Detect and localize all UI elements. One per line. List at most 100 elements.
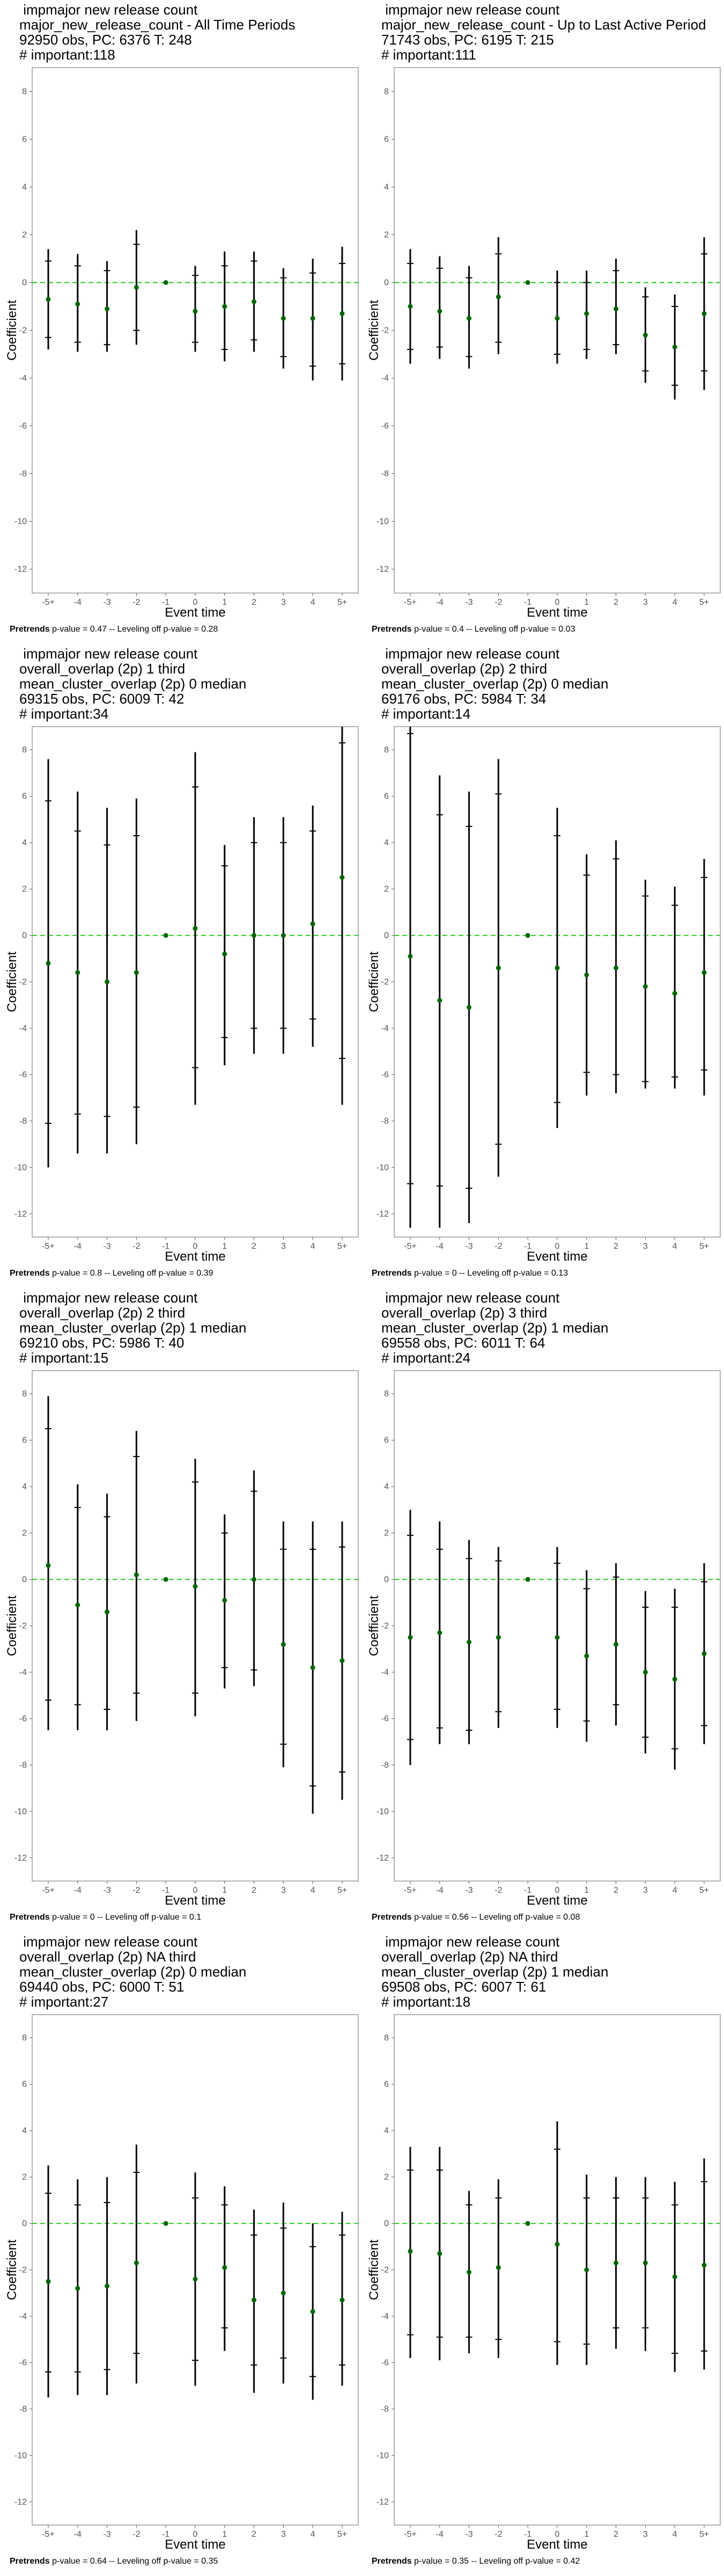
x-tick-label: -2 bbox=[132, 2530, 140, 2539]
chart-title-line: mean_cluster_overlap (2p) 1 median bbox=[19, 1320, 247, 1336]
chart-title-line: impmajor new release count bbox=[381, 2, 560, 18]
coefficient-point bbox=[437, 309, 442, 314]
y-tick-label: 0 bbox=[22, 2219, 27, 2228]
coefficient-point bbox=[134, 970, 139, 975]
x-tick-label: -5+ bbox=[404, 598, 417, 607]
y-tick-label: 0 bbox=[384, 931, 389, 940]
coefficient-point bbox=[339, 311, 345, 316]
footer-bold: Pretrends bbox=[10, 2557, 50, 2566]
chart-title-line: mean_cluster_overlap (2p) 1 median bbox=[381, 1964, 609, 1980]
chart-panel: impmajor new release count overall_overla… bbox=[362, 1288, 724, 1932]
y-tick-label: 0 bbox=[384, 1575, 389, 1584]
chart-title-line: # important:111 bbox=[381, 47, 476, 63]
coefficient-point bbox=[193, 309, 198, 314]
x-axis-title: Event time bbox=[165, 1249, 225, 1264]
x-tick-label: 5+ bbox=[337, 1886, 347, 1895]
x-tick-label: 1 bbox=[584, 2530, 589, 2539]
coefficient-point bbox=[193, 1584, 198, 1589]
coefficient-point bbox=[280, 1642, 286, 1647]
chart-title-line: 69210 obs, PC: 5986 T: 40 bbox=[19, 1335, 184, 1351]
x-tick-label: 4 bbox=[673, 598, 677, 607]
x-axis-title: Event time bbox=[165, 605, 225, 620]
x-tick-label: -4 bbox=[436, 2530, 444, 2539]
coefficient-point bbox=[46, 1563, 51, 1568]
footer-text: p-value = 0.4 -- Leveling off p-value = … bbox=[411, 625, 575, 634]
coefficient-point bbox=[105, 2284, 110, 2289]
pvalue-footer: Pretrends p-value = 0 -- Leveling off p-… bbox=[10, 1912, 201, 1923]
y-tick-label: -12 bbox=[14, 2498, 27, 2507]
y-tick-label: -4 bbox=[381, 1024, 389, 1033]
coefficient-point bbox=[252, 1577, 257, 1582]
x-tick-label: -4 bbox=[74, 2530, 82, 2539]
y-tick-label: -10 bbox=[376, 1807, 389, 1816]
x-tick-label: 1 bbox=[222, 1242, 227, 1251]
footer-bold: Pretrends bbox=[372, 1269, 412, 1278]
x-tick-label: 5+ bbox=[699, 598, 709, 607]
chart-title-line: overall_overlap (2p) 2 third bbox=[381, 661, 548, 677]
x-tick-label: -2 bbox=[494, 1886, 502, 1895]
coefficient-point bbox=[496, 965, 501, 971]
x-tick-label: 1 bbox=[584, 1242, 589, 1251]
y-axis-title: Coefficient bbox=[5, 300, 19, 361]
x-tick-label: 3 bbox=[643, 598, 648, 607]
chart-title-line: overall_overlap (2p) 1 third bbox=[19, 661, 186, 677]
coefficient-point bbox=[584, 311, 589, 316]
chart-title-line: 71743 obs, PC: 6195 T: 215 bbox=[381, 32, 554, 48]
x-tick-label: 3 bbox=[643, 2530, 648, 2539]
footer-bold: Pretrends bbox=[372, 625, 412, 634]
x-tick-label: 5+ bbox=[337, 2530, 347, 2539]
y-tick-label: 4 bbox=[384, 183, 389, 192]
y-tick-label: 8 bbox=[22, 745, 27, 755]
y-tick-label: -8 bbox=[381, 470, 389, 479]
y-tick-label: -10 bbox=[14, 517, 27, 526]
x-tick-label: -5+ bbox=[404, 1242, 417, 1251]
x-tick-label: 2 bbox=[614, 598, 618, 607]
x-tick-label: -2 bbox=[132, 598, 140, 607]
coefficient-point bbox=[408, 304, 413, 309]
y-axis-title: Coefficient bbox=[5, 2240, 19, 2300]
y-tick-label: 6 bbox=[384, 135, 389, 144]
coefficient-point bbox=[75, 970, 80, 975]
coefficient-point bbox=[222, 952, 227, 957]
y-tick-label: -8 bbox=[381, 1761, 389, 1770]
footer-bold: Pretrends bbox=[10, 625, 50, 634]
footer-text: p-value = 0.8 -- Leveling off p-value = … bbox=[49, 1269, 213, 1278]
y-tick-label: 4 bbox=[384, 838, 389, 847]
coefficient-point bbox=[134, 284, 139, 290]
y-axis-title: Coefficient bbox=[367, 2240, 381, 2300]
x-axis-title: Event time bbox=[165, 1893, 225, 1908]
y-tick-label: -6 bbox=[19, 1070, 27, 1079]
x-tick-label: 0 bbox=[193, 1886, 198, 1895]
chart-panel: impmajor new release count overall_overla… bbox=[0, 1932, 362, 2576]
x-tick-label: 2 bbox=[252, 1242, 256, 1251]
y-tick-label: 4 bbox=[384, 1482, 389, 1491]
chart-title: impmajor new release count major_new_rele… bbox=[381, 2, 706, 62]
coefficient-point bbox=[408, 1635, 413, 1640]
y-tick-label: -2 bbox=[19, 326, 27, 335]
chart-title: impmajor new release count overall_overla… bbox=[19, 646, 246, 721]
chart-title: impmajor new release count overall_overla… bbox=[381, 1290, 608, 1365]
x-tick-label: 4 bbox=[673, 1242, 677, 1251]
x-axis-title: Event time bbox=[527, 2537, 587, 2552]
x-tick-label: -5+ bbox=[42, 598, 55, 607]
coefficient-point bbox=[701, 970, 707, 975]
y-tick-label: -2 bbox=[19, 978, 27, 987]
coefficient-point bbox=[525, 2221, 530, 2226]
x-tick-label: -5+ bbox=[42, 1886, 55, 1895]
x-tick-label: 4 bbox=[311, 1242, 315, 1251]
coefficient-point bbox=[467, 316, 472, 321]
footer-bold: Pretrends bbox=[372, 1913, 412, 1922]
pvalue-footer: Pretrends p-value = 0 -- Leveling off p-… bbox=[372, 1268, 568, 1279]
x-tick-label: 0 bbox=[555, 1886, 560, 1895]
coefficient-point bbox=[437, 2251, 442, 2256]
coefficient-point bbox=[642, 1670, 648, 1675]
x-tick-label: -1 bbox=[162, 1886, 169, 1895]
chart-title-line: impmajor new release count bbox=[19, 2, 198, 18]
x-tick-label: 0 bbox=[555, 2530, 560, 2539]
y-tick-label: 6 bbox=[22, 1436, 27, 1445]
coefficient-point bbox=[105, 1609, 110, 1615]
y-tick-label: -8 bbox=[19, 470, 27, 479]
coefficient-point bbox=[310, 316, 315, 321]
y-tick-label: 4 bbox=[384, 2126, 389, 2135]
